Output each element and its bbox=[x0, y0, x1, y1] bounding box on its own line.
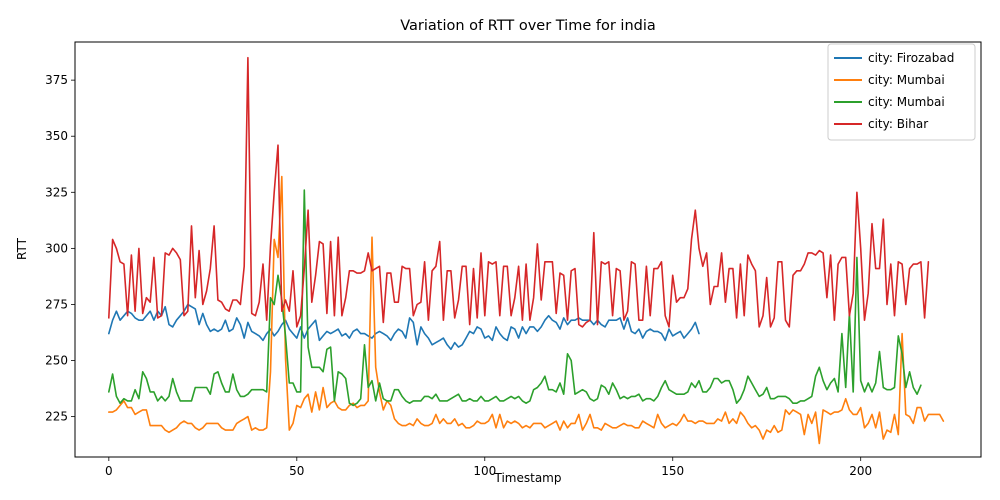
y-tick-label: 300 bbox=[45, 241, 68, 255]
series-line-1 bbox=[108, 175, 945, 445]
legend-label-1: city: Mumbai bbox=[868, 73, 945, 87]
series-line-3 bbox=[108, 56, 930, 328]
y-tick-label: 375 bbox=[45, 73, 68, 87]
y-tick-label: 275 bbox=[45, 297, 68, 311]
y-axis-ticks: 225 250 275 300 325 350 375 bbox=[45, 73, 75, 424]
x-tick-label: 50 bbox=[289, 464, 304, 478]
x-tick-label: 150 bbox=[661, 464, 684, 478]
y-tick-label: 225 bbox=[45, 410, 68, 424]
y-tick-label: 350 bbox=[45, 129, 68, 143]
plot-area-frame bbox=[74, 41, 982, 458]
x-axis-label: Timestamp bbox=[494, 471, 562, 485]
y-tick-label: 325 bbox=[45, 185, 68, 199]
y-tick-label: 250 bbox=[45, 354, 68, 368]
chart-title: Variation of RTT over Time for india bbox=[400, 18, 656, 34]
x-axis-ticks: 0 50 100 150 200 bbox=[105, 457, 872, 478]
x-tick-label: 0 bbox=[105, 464, 113, 478]
legend-label-2: city: Mumbai bbox=[868, 95, 945, 109]
y-axis-label: RTT bbox=[15, 237, 29, 260]
series-line-2 bbox=[108, 189, 922, 407]
series-layer bbox=[108, 56, 945, 445]
x-tick-label: 100 bbox=[473, 464, 496, 478]
legend-label-3: city: Bihar bbox=[868, 117, 928, 131]
legend-label-0: city: Firozabad bbox=[868, 51, 954, 65]
x-tick-label: 200 bbox=[849, 464, 872, 478]
legend-box bbox=[827, 43, 976, 141]
series-line-0 bbox=[108, 303, 700, 351]
legend: city: Firozabad city: Mumbai city: Mumbai c… bbox=[827, 43, 976, 141]
